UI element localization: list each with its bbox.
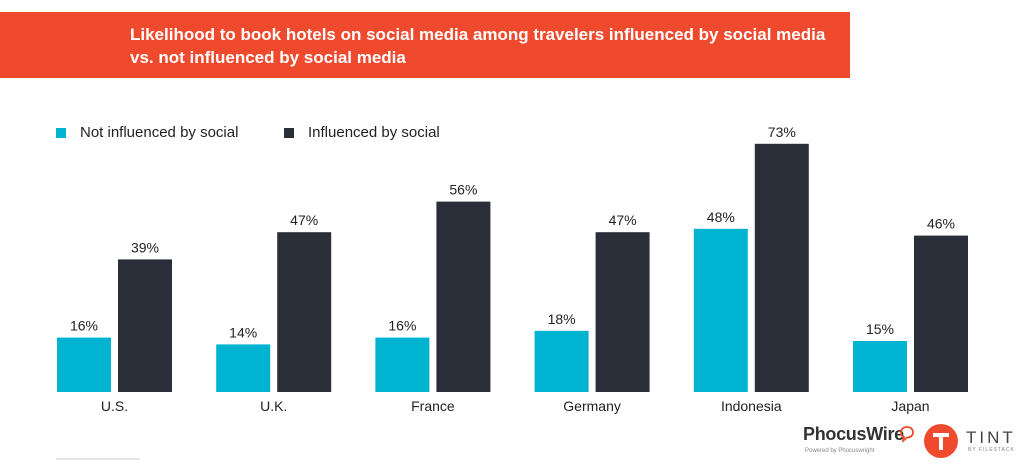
footer-divider — [56, 458, 140, 460]
bar-indonesia-influenced — [754, 143, 809, 392]
bar-japan-influenced — [914, 235, 968, 392]
x-tick-label-germany: Germany — [563, 398, 621, 414]
bar-germany-influenced — [595, 232, 650, 392]
data-label-indonesia-influenced: 73% — [768, 124, 796, 140]
data-label-indonesia-not-influenced: 48% — [707, 209, 735, 225]
bar-france-influenced — [436, 201, 491, 392]
data-label-japan-not-influenced: 15% — [866, 321, 894, 337]
speech-bubble-icon — [900, 426, 914, 442]
tint-logo-name: TINT — [966, 428, 1016, 447]
bar-indonesia-not-influenced — [693, 228, 748, 392]
data-label-u-k-influenced: 47% — [290, 212, 318, 228]
phocuswire-logo-name: PhocusWire — [803, 424, 904, 444]
data-label-france-influenced: 56% — [449, 182, 477, 198]
bar-u-s-influenced — [118, 259, 172, 392]
x-tick-label-japan: Japan — [891, 398, 929, 414]
chart-title: Likelihood to book hotels on social medi… — [130, 25, 826, 67]
tint-tagline: BY FILESTACK — [968, 447, 1015, 453]
phocuswire-tagline: Powered by Phocuswright — [805, 448, 875, 454]
phocuswire-logo: PhocusWire Powered by Phocuswright — [803, 424, 918, 460]
data-label-u-s-influenced: 39% — [131, 239, 159, 255]
data-label-japan-influenced: 46% — [927, 216, 955, 232]
legend-label-influenced: Influenced by social — [308, 124, 440, 141]
bar-germany-not-influenced — [534, 330, 589, 392]
bar-japan-not-influenced — [853, 341, 907, 392]
data-label-germany-influenced: 47% — [609, 212, 637, 228]
x-tick-label-indonesia: Indonesia — [721, 398, 782, 414]
legend-swatch-influenced — [284, 128, 294, 138]
x-tick-label-u-k: U.K. — [260, 398, 287, 414]
tint-logo: TINT BY FILESTACK — [924, 424, 1024, 460]
x-tick-label-france: France — [411, 398, 455, 414]
bar-u-k-not-influenced — [216, 344, 271, 392]
data-label-u-s-not-influenced: 16% — [70, 318, 98, 334]
t-letter-icon — [924, 424, 958, 458]
legend-swatch-not-influenced — [56, 128, 66, 138]
bar-u-k-influenced — [277, 232, 332, 392]
data-label-france-not-influenced: 16% — [388, 318, 416, 334]
title-banner: Likelihood to book hotels on social medi… — [0, 12, 850, 78]
bar-u-s-not-influenced — [57, 337, 111, 392]
x-tick-label-u-s: U.S. — [101, 398, 128, 414]
legend-label-not-influenced: Not influenced by social — [80, 124, 239, 141]
data-label-u-k-not-influenced: 14% — [229, 324, 257, 340]
data-label-germany-not-influenced: 18% — [548, 311, 576, 327]
bar-france-not-influenced — [375, 337, 430, 392]
